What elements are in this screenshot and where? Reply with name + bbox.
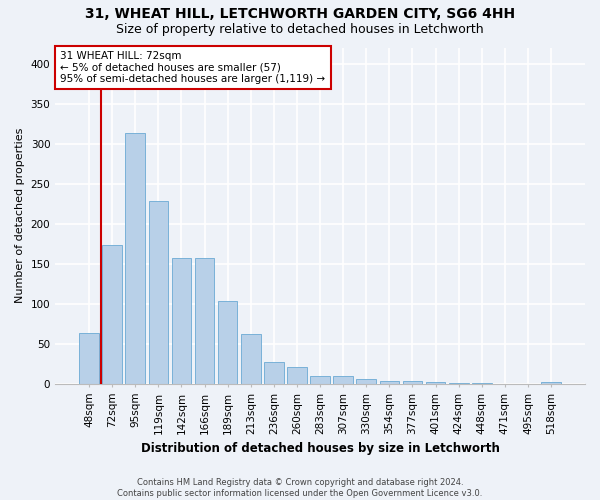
X-axis label: Distribution of detached houses by size in Letchworth: Distribution of detached houses by size … xyxy=(140,442,500,455)
Text: 31 WHEAT HILL: 72sqm
← 5% of detached houses are smaller (57)
95% of semi-detach: 31 WHEAT HILL: 72sqm ← 5% of detached ho… xyxy=(61,51,326,84)
Text: Size of property relative to detached houses in Letchworth: Size of property relative to detached ho… xyxy=(116,22,484,36)
Bar xyxy=(356,379,376,384)
Bar xyxy=(334,376,353,384)
Text: 31, WHEAT HILL, LETCHWORTH GARDEN CITY, SG6 4HH: 31, WHEAT HILL, LETCHWORTH GARDEN CITY, … xyxy=(85,8,515,22)
Bar xyxy=(103,246,122,384)
Bar xyxy=(149,202,168,384)
Bar xyxy=(125,133,145,384)
Bar xyxy=(287,367,307,384)
Text: Contains HM Land Registry data © Crown copyright and database right 2024.
Contai: Contains HM Land Registry data © Crown c… xyxy=(118,478,482,498)
Bar xyxy=(380,380,399,384)
Bar xyxy=(195,258,214,384)
Bar xyxy=(403,380,422,384)
Bar xyxy=(472,383,491,384)
Bar xyxy=(449,383,469,384)
Bar xyxy=(264,362,284,384)
Bar xyxy=(310,376,330,384)
Bar xyxy=(241,334,260,384)
Bar xyxy=(541,382,561,384)
Bar xyxy=(172,258,191,384)
Bar xyxy=(79,334,99,384)
Y-axis label: Number of detached properties: Number of detached properties xyxy=(15,128,25,304)
Bar xyxy=(426,382,445,384)
Bar xyxy=(218,302,238,384)
